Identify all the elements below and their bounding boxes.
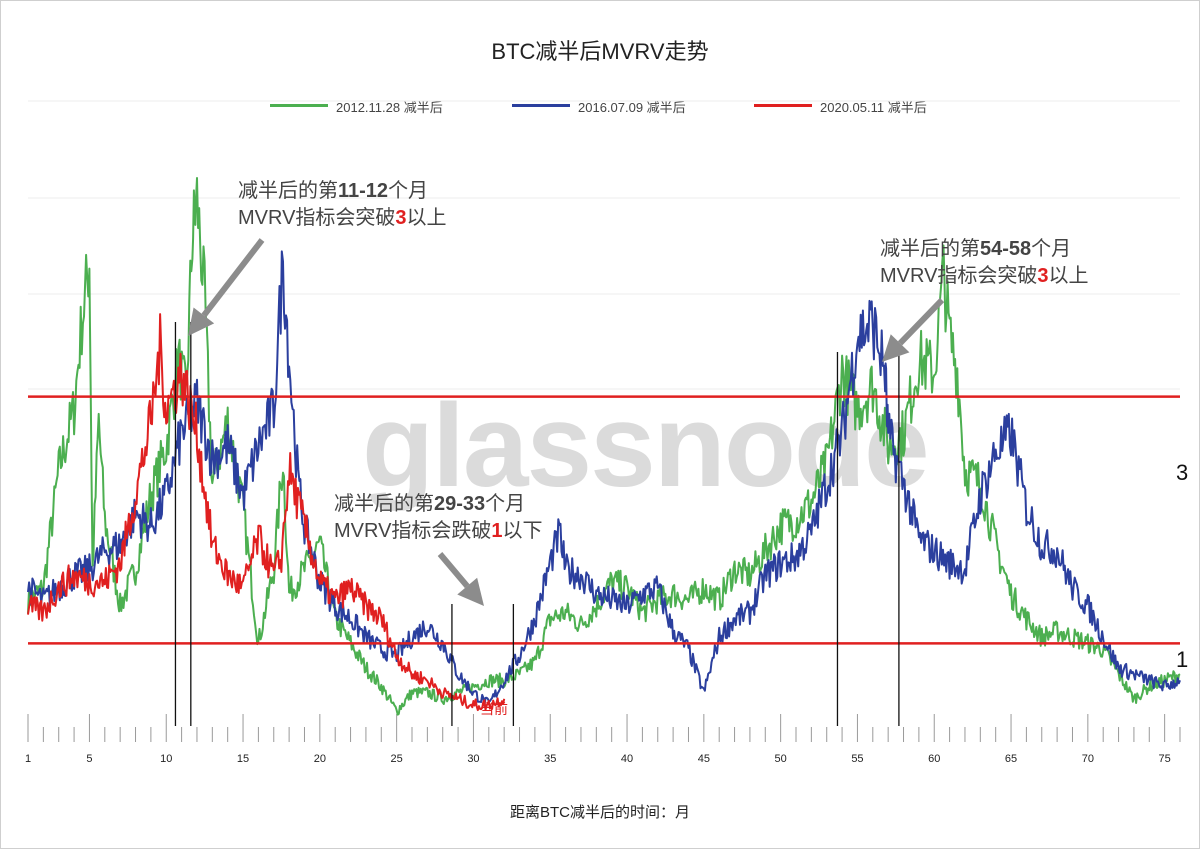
x-tick-label-1: 1 <box>25 753 31 765</box>
x-tick-label-55: 55 <box>851 753 863 765</box>
legend-label-2020: 2020.05.11 减半后 <box>820 100 927 115</box>
x-tick-label-15: 15 <box>237 753 249 765</box>
x-tick-label-65: 65 <box>1005 753 1017 765</box>
x-tick-label-75: 75 <box>1159 753 1171 765</box>
legend-swatch-2012 <box>270 104 328 107</box>
annotation-54-58: 减半后的第54-58个月 MVRV指标会突破3以上 <box>880 238 1089 287</box>
ref-line-label-3: 3 <box>1176 460 1189 485</box>
x-axis-label: 距离BTC减半后的时间：月 <box>509 804 690 821</box>
annotation-arrow-54-58 <box>882 297 945 362</box>
x-tick-label-10: 10 <box>160 753 172 765</box>
legend: 2012.11.28 减半后 2016.07.09 减半后 2020.05.11… <box>0 96 1200 116</box>
x-tick-label-30: 30 <box>467 753 479 765</box>
x-tick-label-5: 5 <box>86 753 92 765</box>
annotation-arrow-29-33 <box>437 552 484 606</box>
legend-label-2012: 2012.11.28 减半后 <box>336 100 443 115</box>
annotation-29-33: 减半后的第29-33个月 MVRV指标会跌破1以下 <box>334 493 543 542</box>
x-tick-label-60: 60 <box>928 753 940 765</box>
annotation-11-12: 减半后的第11-12个月 MVRV指标会突破3以上 <box>238 180 447 229</box>
x-tick-label-35: 35 <box>544 753 556 765</box>
x-tick-label-25: 25 <box>391 753 403 765</box>
ref-line-label-1: 1 <box>1176 647 1189 672</box>
current-label: 当前 <box>480 701 508 717</box>
x-tick-label-20: 20 <box>314 753 326 765</box>
legend-label-2016: 2016.07.09 减半后 <box>578 100 686 115</box>
x-tick-label-45: 45 <box>698 753 710 765</box>
chart-title: BTC减半后MVRV走势 <box>491 39 709 64</box>
annotation-arrow-11-12 <box>188 238 265 336</box>
legend-swatch-2020 <box>754 104 812 107</box>
legend-swatch-2016 <box>512 104 570 107</box>
series-line-2 <box>27 313 506 712</box>
x-tick-label-70: 70 <box>1082 753 1094 765</box>
x-tick-label-40: 40 <box>621 753 633 765</box>
x-tick-label-50: 50 <box>775 753 787 765</box>
series-line-1 <box>27 250 1181 707</box>
